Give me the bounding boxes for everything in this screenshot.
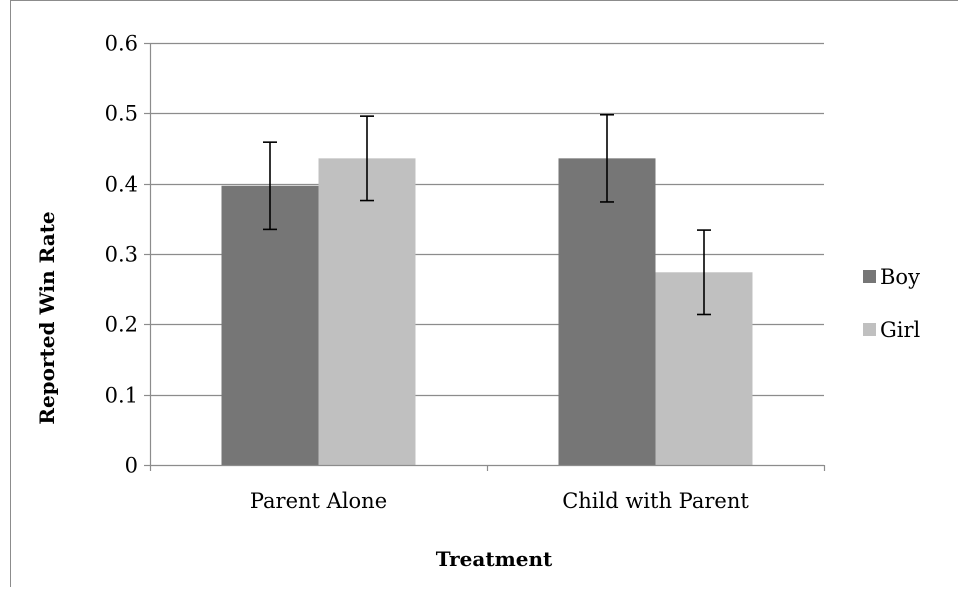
error-bars [263,113,711,316]
legend-swatch-boy [863,270,876,283]
chart-frame [10,0,958,587]
y-tick-label: 0.4 [105,173,138,197]
legend-label-girl: Girl [880,318,921,342]
y-tick-label: 0.3 [105,243,138,267]
y-tick-label: 0.1 [105,384,138,408]
bar-girl [318,158,416,465]
x-axis-title: Treatment [436,547,553,571]
bar-boy [221,185,319,465]
y-tick-label: 0.2 [105,313,138,337]
x-category-label: Child with Parent [562,489,749,513]
legend: Boy Girl [863,265,921,342]
legend-swatch-girl [863,323,876,336]
axes: 0 0.1 0.2 0.3 0.4 0.5 0.6 Parent Alone Child wit… [105,32,826,513]
bar-boy [558,158,656,465]
y-tick-label: 0.5 [105,102,138,126]
y-tick-label: 0 [125,454,138,478]
x-category-label: Parent Alone [250,489,387,513]
legend-label-boy: Boy [880,265,920,289]
bars [221,158,753,465]
y-tick-label: 0.6 [105,32,138,56]
y-axis-title: Reported Win Rate [35,211,59,424]
